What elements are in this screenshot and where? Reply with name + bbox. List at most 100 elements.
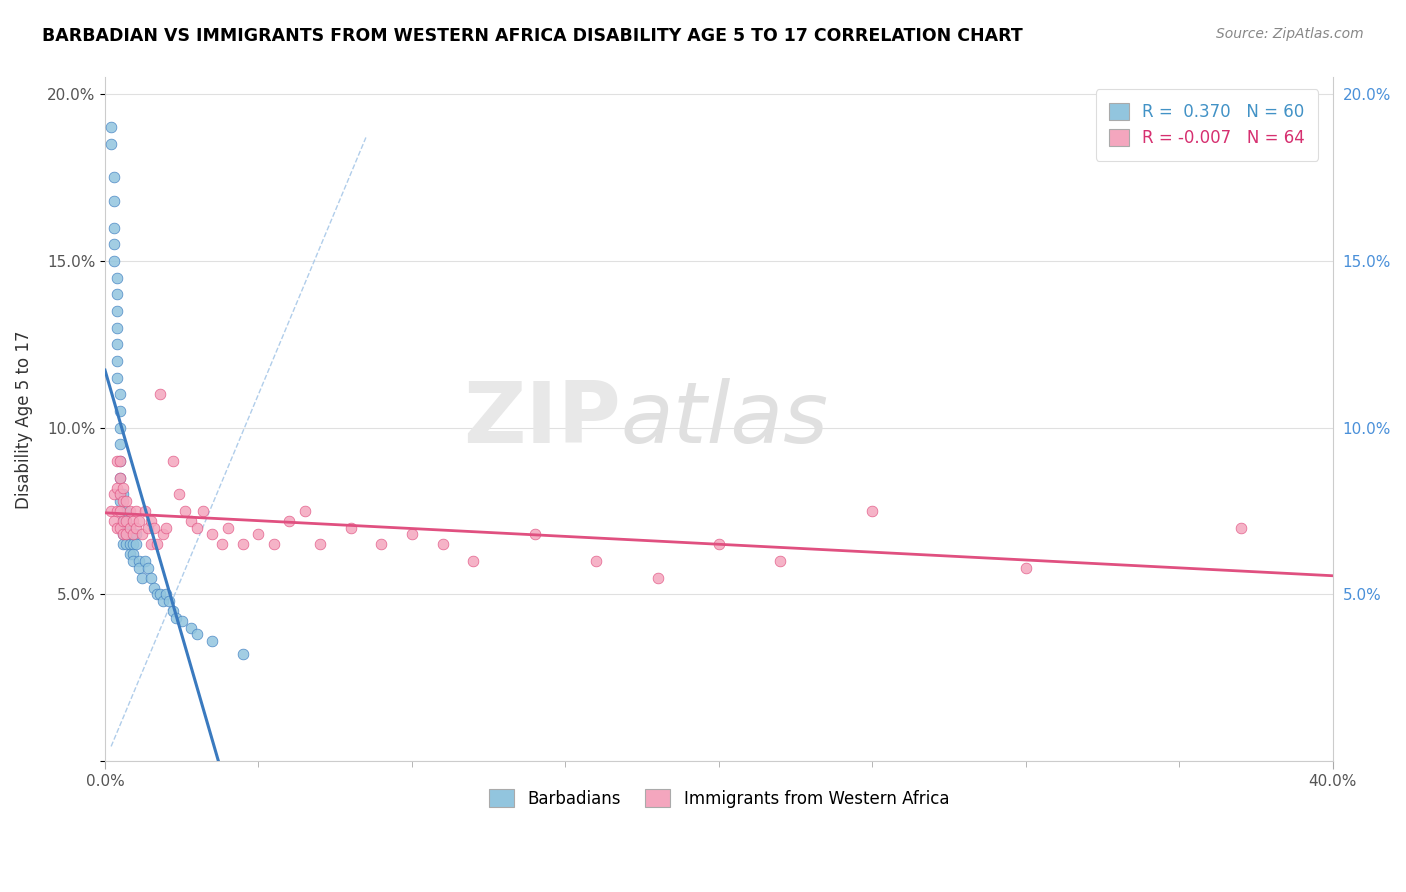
Point <box>432 537 454 551</box>
Point <box>162 454 184 468</box>
Point <box>115 537 138 551</box>
Point <box>1230 521 1253 535</box>
Point <box>862 504 884 518</box>
Point <box>170 614 193 628</box>
Y-axis label: Disability Age 5 to 17: Disability Age 5 to 17 <box>15 330 32 508</box>
Point <box>193 504 215 518</box>
Point <box>155 521 177 535</box>
Point <box>118 547 141 561</box>
Point <box>370 537 392 551</box>
Point <box>128 514 150 528</box>
Point <box>110 420 132 434</box>
Point <box>143 521 166 535</box>
Point <box>173 504 195 518</box>
Point <box>125 537 148 551</box>
Point <box>523 527 546 541</box>
Point <box>103 194 125 208</box>
Point <box>165 610 187 624</box>
Point <box>115 514 138 528</box>
Point <box>186 521 208 535</box>
Point <box>121 554 143 568</box>
Point <box>100 137 122 152</box>
Point <box>769 554 792 568</box>
Point <box>112 514 135 528</box>
Point <box>162 604 184 618</box>
Point <box>201 634 224 648</box>
Point <box>232 537 254 551</box>
Point <box>121 514 143 528</box>
Point <box>110 487 132 501</box>
Point <box>118 537 141 551</box>
Point <box>105 504 128 518</box>
Point <box>118 527 141 541</box>
Point <box>112 527 135 541</box>
Point <box>149 587 172 601</box>
Point <box>115 527 138 541</box>
Point <box>110 487 132 501</box>
Point <box>159 594 181 608</box>
Point <box>125 521 148 535</box>
Point <box>294 504 316 518</box>
Point <box>112 521 135 535</box>
Point <box>128 560 150 574</box>
Point <box>118 521 141 535</box>
Point <box>232 648 254 662</box>
Point <box>105 320 128 334</box>
Point <box>105 270 128 285</box>
Point <box>211 537 233 551</box>
Point <box>105 337 128 351</box>
Point <box>247 527 270 541</box>
Point <box>112 504 135 518</box>
Point <box>115 514 138 528</box>
Point <box>131 571 153 585</box>
Point <box>112 481 135 495</box>
Point <box>152 527 174 541</box>
Point <box>115 527 138 541</box>
Point <box>149 387 172 401</box>
Point <box>103 220 125 235</box>
Point <box>139 537 162 551</box>
Point <box>100 120 122 135</box>
Point <box>112 494 135 508</box>
Point <box>136 560 159 574</box>
Point <box>134 554 156 568</box>
Point <box>121 537 143 551</box>
Point <box>339 521 361 535</box>
Point <box>110 504 132 518</box>
Point <box>128 554 150 568</box>
Point <box>110 437 132 451</box>
Point <box>110 404 132 418</box>
Point <box>180 621 202 635</box>
Point <box>121 547 143 561</box>
Point <box>100 504 122 518</box>
Point <box>115 504 138 518</box>
Point <box>110 454 132 468</box>
Point <box>110 387 132 401</box>
Point <box>110 454 132 468</box>
Point <box>121 527 143 541</box>
Point <box>125 527 148 541</box>
Point <box>146 537 169 551</box>
Point <box>125 504 148 518</box>
Point <box>263 537 285 551</box>
Point <box>118 504 141 518</box>
Point <box>115 494 138 508</box>
Point <box>139 514 162 528</box>
Point <box>112 487 135 501</box>
Point <box>110 470 132 484</box>
Point <box>112 514 135 528</box>
Point <box>110 494 132 508</box>
Legend: Barbadians, Immigrants from Western Africa: Barbadians, Immigrants from Western Afri… <box>482 783 956 814</box>
Point <box>110 521 132 535</box>
Text: BARBADIAN VS IMMIGRANTS FROM WESTERN AFRICA DISABILITY AGE 5 TO 17 CORRELATION C: BARBADIAN VS IMMIGRANTS FROM WESTERN AFR… <box>42 27 1024 45</box>
Point <box>105 521 128 535</box>
Point <box>143 581 166 595</box>
Point <box>103 170 125 185</box>
Point <box>105 370 128 384</box>
Point <box>167 487 190 501</box>
Text: ZIP: ZIP <box>463 377 620 461</box>
Point <box>118 521 141 535</box>
Point <box>146 587 169 601</box>
Point <box>134 504 156 518</box>
Point <box>201 527 224 541</box>
